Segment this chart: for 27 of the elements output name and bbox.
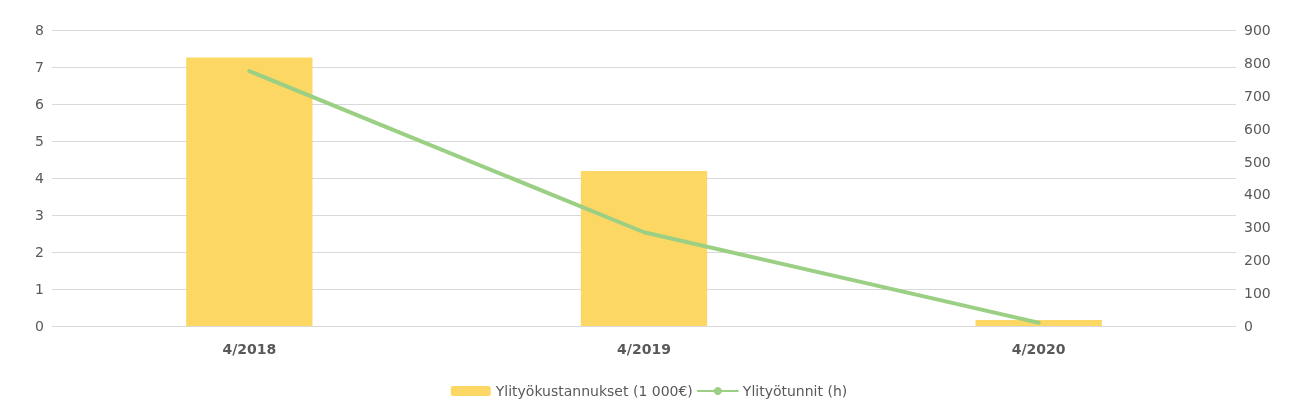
x-tick-label: 4/2018 [222, 341, 277, 357]
legend-label: Ylityökustannukset (1 000€) [494, 383, 693, 399]
y-tick-label: 8 [35, 22, 44, 38]
y-tick-label: 7 [35, 59, 44, 75]
y2-tick-label: 0 [1244, 318, 1253, 334]
y2-tick-label: 300 [1244, 219, 1271, 236]
legend-label: Ylityötunnit (h) [741, 383, 848, 399]
y-tick-label: 2 [35, 244, 44, 260]
x-tick-label: 4/2020 [1011, 341, 1066, 357]
bar [975, 320, 1102, 326]
x-tick-label: 4/2019 [617, 341, 671, 357]
y2-tick-label: 900 [1244, 22, 1271, 38]
bar [186, 57, 313, 326]
y-tick-label: 4 [35, 170, 45, 186]
y2-tick-label: 800 [1244, 54, 1271, 71]
y2-tick-label: 100 [1244, 285, 1271, 302]
y2-tick-label: 200 [1244, 252, 1271, 269]
y2-tick-label: 500 [1244, 153, 1271, 170]
y2-tick-label: 400 [1244, 186, 1271, 203]
y2-tick-label: 600 [1244, 120, 1271, 137]
y2-tick-label: 700 [1244, 87, 1271, 104]
y-tick-label: 1 [35, 281, 44, 297]
bar [580, 170, 708, 326]
y-tick-label: 3 [35, 207, 44, 223]
y-tick-label: 6 [35, 96, 45, 112]
y-tick-label: 0 [35, 318, 44, 334]
y-tick-label: 5 [35, 133, 44, 149]
